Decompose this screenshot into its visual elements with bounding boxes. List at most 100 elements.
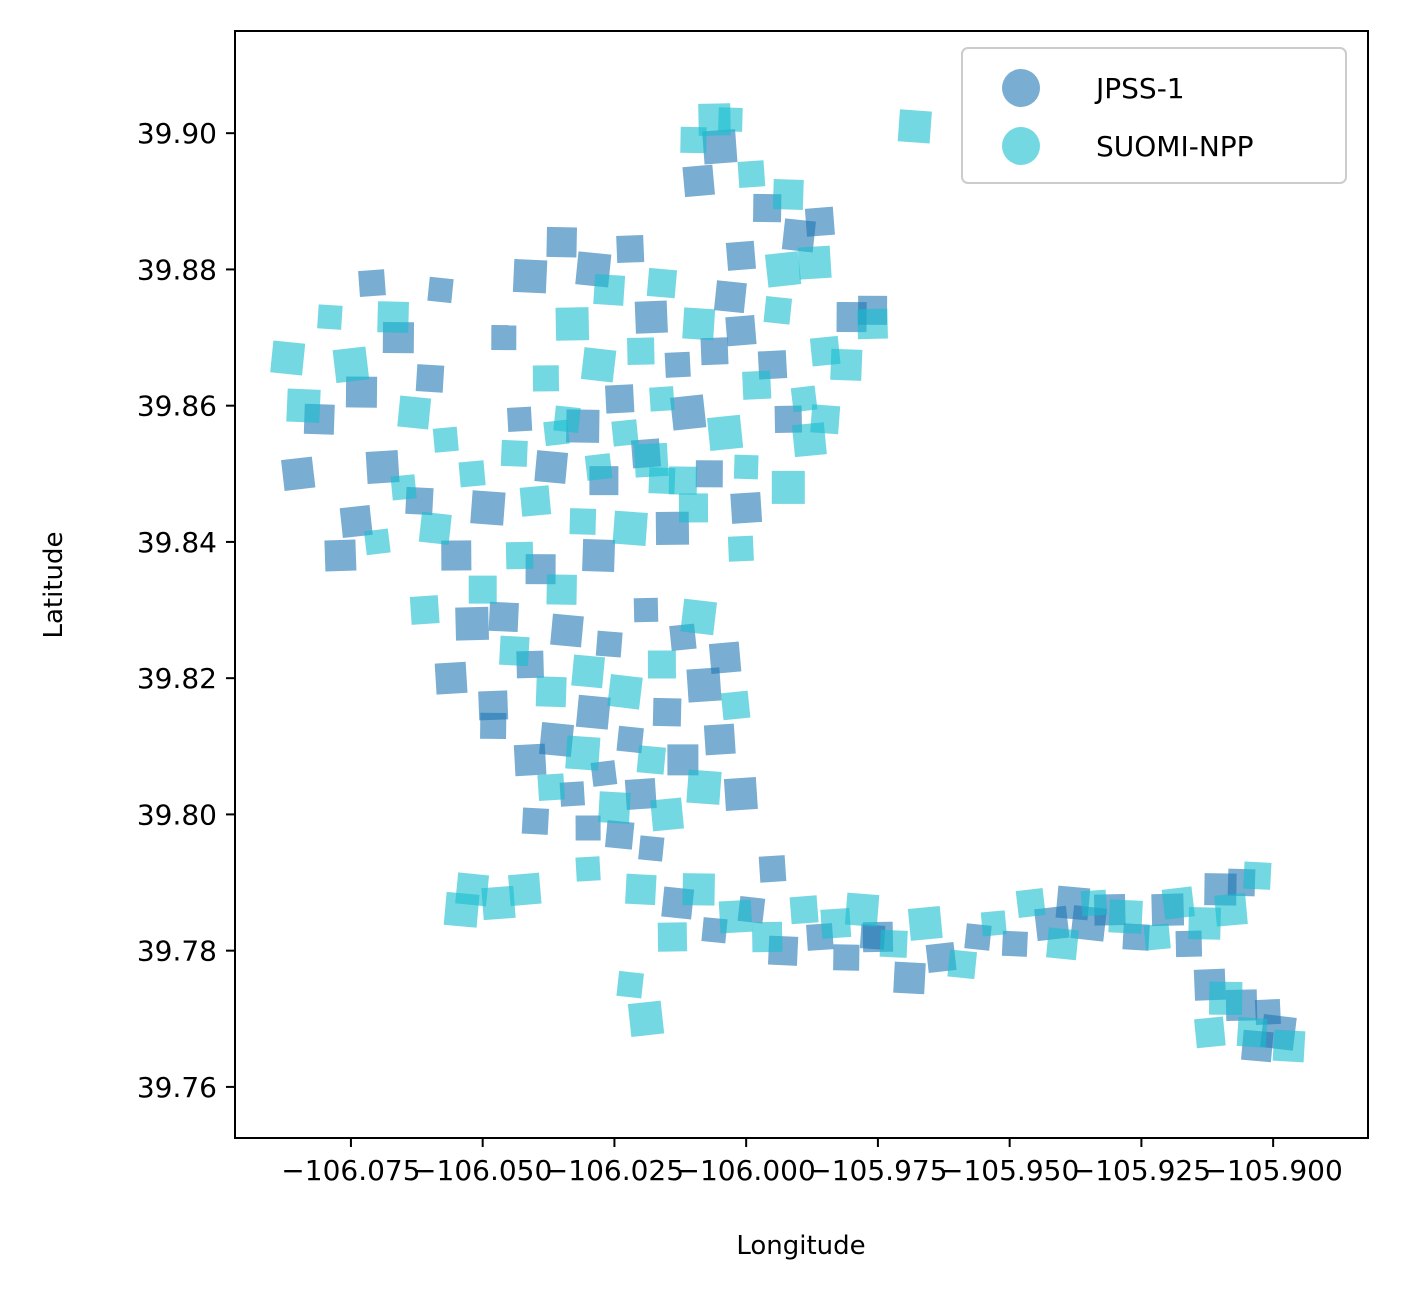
data-point-suomi-npp — [1236, 1016, 1268, 1048]
data-point-suomi-npp — [771, 470, 805, 504]
data-point-suomi-npp — [580, 347, 617, 383]
data-point-jpss-1 — [703, 723, 736, 756]
data-point-jpss-1 — [758, 855, 787, 883]
data-point-suomi-npp — [706, 414, 744, 452]
data-point-jpss-1 — [702, 129, 738, 165]
data-point-suomi-npp — [751, 921, 783, 953]
data-point-suomi-npp — [499, 635, 530, 667]
data-point-suomi-npp — [680, 598, 718, 636]
data-point-suomi-npp — [270, 340, 306, 376]
data-point-suomi-npp — [879, 929, 908, 958]
data-point-jpss-1 — [559, 781, 586, 807]
data-point-suomi-npp — [790, 385, 818, 413]
data-point-jpss-1 — [708, 641, 742, 674]
data-point-jpss-1 — [506, 406, 533, 432]
data-point-suomi-npp — [647, 650, 676, 679]
data-point-jpss-1 — [513, 743, 547, 777]
data-point-suomi-npp — [377, 301, 409, 333]
data-point-suomi-npp — [649, 386, 675, 412]
data-point-jpss-1 — [281, 456, 316, 491]
data-point-suomi-npp — [1194, 1016, 1226, 1049]
x-tick-label: −105.925 — [1072, 1154, 1211, 1187]
data-point-suomi-npp — [500, 439, 528, 467]
data-point-suomi-npp — [1243, 861, 1272, 890]
data-point-suomi-npp — [830, 348, 863, 381]
x-tick-label: −105.900 — [1204, 1154, 1343, 1187]
data-point-jpss-1 — [534, 450, 569, 484]
data-point-jpss-1 — [521, 807, 550, 835]
data-point-suomi-npp — [733, 454, 759, 480]
data-point-suomi-npp — [1015, 888, 1046, 918]
data-point-suomi-npp — [565, 735, 601, 771]
data-point-suomi-npp — [317, 304, 343, 330]
data-point-jpss-1 — [624, 778, 657, 810]
data-point-suomi-npp — [820, 907, 852, 939]
data-point-suomi-npp — [1080, 889, 1108, 917]
data-point-suomi-npp — [286, 388, 321, 423]
data-point-jpss-1 — [491, 325, 517, 351]
x-tick-label: −106.075 — [281, 1154, 420, 1187]
data-point-suomi-npp — [612, 510, 648, 546]
data-point-jpss-1 — [415, 364, 445, 393]
data-point-suomi-npp — [737, 160, 766, 188]
data-point-suomi-npp — [616, 970, 644, 999]
data-point-jpss-1 — [804, 206, 835, 237]
data-point-suomi-npp — [1108, 899, 1143, 934]
data-point-jpss-1 — [633, 597, 659, 623]
data-point-suomi-npp — [698, 103, 731, 136]
legend-marker-suomi-npp — [1002, 127, 1040, 165]
data-point-suomi-npp — [418, 511, 452, 545]
data-point-jpss-1 — [427, 276, 454, 304]
data-point-suomi-npp — [727, 535, 754, 562]
data-point-jpss-1 — [604, 820, 635, 850]
data-point-suomi-npp — [907, 905, 943, 941]
x-tick-label: −106.050 — [413, 1154, 552, 1187]
data-point-jpss-1 — [616, 725, 644, 754]
data-point-suomi-npp — [625, 873, 657, 906]
data-point-suomi-npp — [543, 419, 570, 447]
data-point-jpss-1 — [616, 234, 645, 264]
data-point-jpss-1 — [605, 384, 635, 414]
data-point-suomi-npp — [810, 404, 841, 435]
data-point-suomi-npp — [980, 910, 1007, 937]
data-point-jpss-1 — [441, 540, 472, 571]
y-tick-label: 39.76 — [137, 1071, 217, 1104]
data-point-jpss-1 — [582, 538, 616, 573]
legend: JPSS-1 SUOMI-NPP — [961, 47, 1347, 184]
data-point-suomi-npp — [797, 245, 832, 280]
data-point-suomi-npp — [332, 346, 370, 384]
data-point-jpss-1 — [358, 269, 386, 297]
legend-label-suomi-npp: SUOMI-NPP — [1096, 130, 1254, 163]
data-point-suomi-npp — [857, 308, 888, 340]
y-tick-label: 39.86 — [137, 390, 217, 423]
data-point-jpss-1 — [723, 777, 758, 811]
data-point-suomi-npp — [1046, 927, 1079, 961]
data-point-jpss-1 — [713, 280, 747, 314]
data-point-jpss-1 — [345, 376, 378, 408]
data-point-jpss-1 — [550, 613, 584, 648]
data-point-jpss-1 — [339, 504, 373, 539]
data-point-jpss-1 — [682, 164, 715, 198]
data-point-jpss-1 — [480, 712, 507, 740]
data-point-suomi-npp — [1143, 923, 1171, 951]
data-point-suomi-npp — [593, 273, 626, 306]
data-point-suomi-npp — [537, 773, 566, 802]
data-point-jpss-1 — [455, 606, 489, 641]
y-tick-label: 39.88 — [137, 253, 217, 286]
data-point-suomi-npp — [668, 466, 698, 495]
data-point-jpss-1 — [488, 601, 519, 633]
data-point-suomi-npp — [598, 791, 631, 824]
data-point-jpss-1 — [833, 944, 860, 971]
data-point-suomi-npp — [650, 797, 685, 832]
data-point-jpss-1 — [670, 394, 707, 431]
data-point-suomi-npp — [481, 885, 516, 921]
data-point-jpss-1 — [575, 694, 611, 730]
data-point-jpss-1 — [365, 450, 400, 484]
data-point-suomi-npp — [646, 267, 678, 299]
data-point-jpss-1 — [730, 491, 763, 524]
data-point-suomi-npp — [397, 395, 432, 430]
data-point-suomi-npp — [720, 690, 751, 721]
data-point-suomi-npp — [1161, 886, 1195, 920]
data-point-jpss-1 — [470, 490, 506, 526]
